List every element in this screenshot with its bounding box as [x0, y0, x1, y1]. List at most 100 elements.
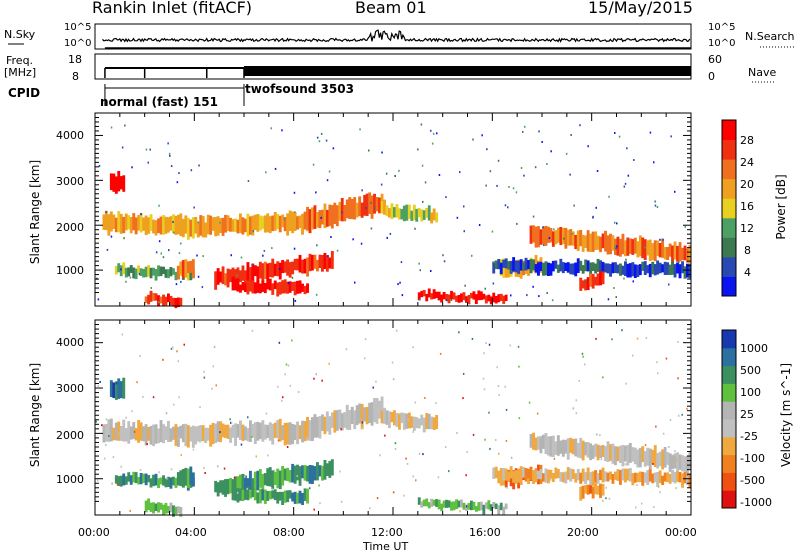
power-echo-375	[643, 239, 647, 260]
power-scatter-204	[262, 254, 264, 257]
power-echo-291	[455, 295, 458, 302]
power-echo-185	[221, 266, 225, 284]
power-echo-101	[350, 198, 354, 220]
power-echo-118	[390, 203, 394, 219]
velocity-echo-284	[437, 499, 441, 510]
velocity-echo-144	[117, 476, 121, 486]
power-echo-158	[152, 267, 155, 276]
velocity-scatter-51	[504, 385, 506, 388]
power-echo-11	[129, 217, 133, 234]
power-scatter-84	[674, 190, 676, 193]
power-scatter-176	[587, 145, 589, 148]
velocity-scatter-155	[236, 491, 239, 494]
velocity-scatter-159	[230, 421, 233, 424]
velocity-echo-433	[589, 472, 593, 485]
velocity-echo-157	[149, 478, 153, 488]
velocity-echo-296	[467, 503, 471, 510]
power-echo-269	[164, 296, 168, 306]
velocity-echo-234	[241, 489, 245, 502]
velocity-echo-218	[303, 465, 307, 481]
power-echo-45	[214, 216, 218, 237]
power-echo-294	[462, 292, 466, 301]
velocity-echo-29	[174, 424, 178, 446]
power-echo-431	[584, 259, 588, 272]
power-echo-309	[499, 293, 503, 301]
power-echo-0	[102, 214, 106, 230]
velocity-scatter-5	[549, 478, 552, 481]
velocity-echo-310	[502, 506, 506, 515]
power-echo-71	[278, 215, 282, 233]
power-scatter-171	[515, 191, 518, 194]
power-echo-95	[335, 205, 339, 227]
velocity-echo-292	[457, 500, 461, 508]
power-echo-151	[134, 268, 138, 280]
power-scatter-183	[230, 254, 232, 257]
velocity-echo-373	[638, 447, 642, 468]
power-echo-125	[407, 204, 411, 219]
power-scatter-117	[607, 298, 610, 301]
velocity-echo-38	[196, 425, 200, 442]
power-scatter-38	[446, 299, 448, 302]
power-echo-88	[318, 210, 322, 229]
velocity-echo-119	[393, 410, 396, 426]
power-echo-211	[286, 259, 290, 276]
velocity-echo-414	[542, 473, 545, 482]
velocity-echo-149	[129, 475, 133, 485]
velocity-echo-420	[556, 469, 560, 479]
vel-cbar-swatch-6	[722, 383, 736, 402]
power-scatter-65	[178, 172, 180, 175]
power-echo-444	[616, 264, 620, 274]
power-echo-479	[591, 273, 595, 289]
power-echo-378	[651, 243, 655, 261]
velocity-echo-364	[616, 446, 620, 462]
power-scatter-8	[291, 276, 294, 279]
velocity-scatter-113	[462, 397, 464, 400]
power-scatter-48	[616, 222, 618, 225]
power-cbar-tick-8: 8	[744, 244, 751, 257]
power-echo-366	[621, 233, 625, 255]
power-echo-229	[330, 251, 334, 269]
velocity-scatter-61	[286, 446, 289, 448]
power-scatter-154	[623, 185, 626, 188]
power-echo-343	[564, 227, 568, 249]
power-echo-342	[561, 227, 565, 245]
power-echo-238	[251, 280, 255, 294]
velocity-echo-271	[169, 502, 173, 513]
velocity-scatter-135	[376, 497, 379, 500]
velocity-echo-233	[239, 488, 242, 501]
vel-cbar-swatch-5	[722, 401, 736, 420]
power-echo-218	[303, 258, 307, 274]
velocity-scatter-154	[313, 377, 315, 380]
power-echo-184	[219, 271, 223, 283]
power-cbar-swatch-8	[722, 120, 736, 141]
power-echo-181	[191, 259, 195, 278]
velocity-echo-246	[271, 490, 275, 499]
power-echo-16	[142, 217, 146, 231]
power-scatter-40	[197, 275, 200, 278]
power-echo-161	[159, 266, 163, 277]
power-scatter-5	[569, 173, 571, 176]
velocity-echo-397	[499, 468, 503, 477]
velocity-echo-146	[122, 473, 126, 486]
power-echo-267	[159, 296, 163, 304]
velocity-echo-154	[142, 473, 146, 483]
velocity-echo-242	[261, 489, 265, 501]
velocity-echo-56	[241, 424, 245, 442]
power-echo-433	[589, 262, 593, 277]
velocity-scatter-13	[676, 459, 678, 462]
power-echo-87	[316, 211, 319, 228]
velocity-echo-346	[571, 438, 575, 455]
power-echo-278	[422, 290, 426, 297]
velocity-echo-474	[579, 486, 583, 501]
velocity-echo-122	[400, 412, 404, 424]
power-echo-259	[303, 285, 307, 295]
power-echo-146	[122, 262, 126, 275]
velocity-scatter-112	[108, 435, 110, 437]
power-echo-35	[189, 219, 193, 237]
power-echo-20	[152, 219, 155, 234]
velocity-echo-419	[554, 467, 558, 479]
velocity-scatter-116	[553, 457, 556, 460]
power-echo-167	[174, 271, 178, 281]
velocity-scatter-192	[482, 377, 485, 380]
power-scatter-3	[336, 249, 339, 252]
